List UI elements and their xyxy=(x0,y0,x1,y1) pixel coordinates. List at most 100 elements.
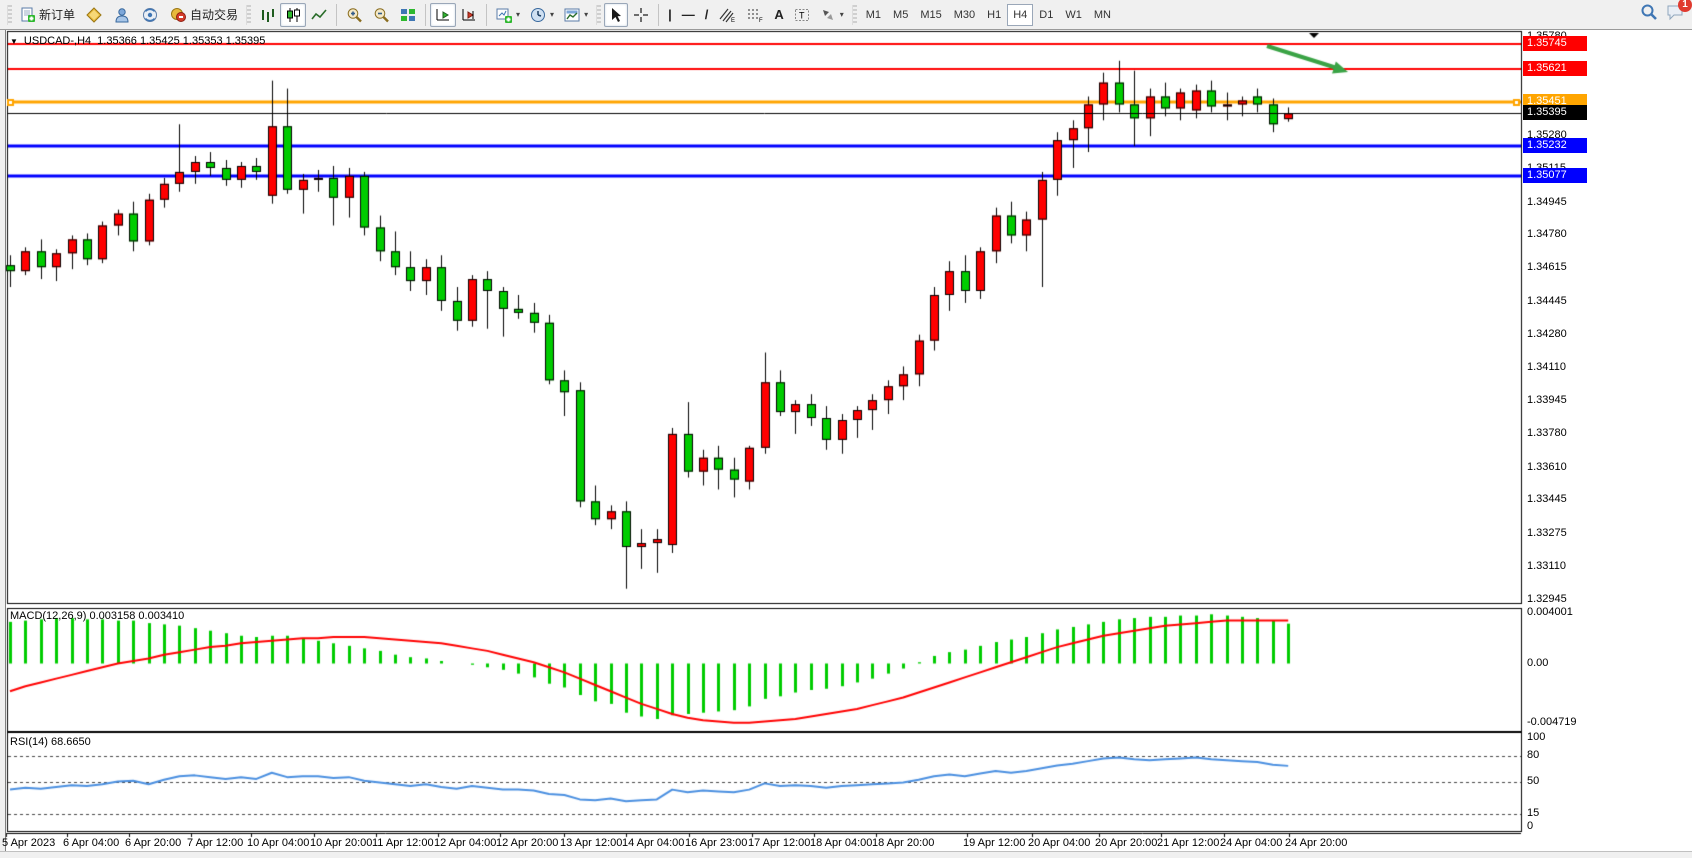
algo-trading-icon xyxy=(169,7,187,23)
navigator-button[interactable] xyxy=(108,3,136,27)
rsi-axis-label: 50 xyxy=(1527,775,1540,788)
crosshair-tool-button[interactable] xyxy=(628,3,654,27)
macd-axis-label: 0.004001 xyxy=(1527,606,1573,619)
template-icon xyxy=(564,7,580,23)
price-tick-label: 1.34110 xyxy=(1527,361,1566,374)
search-icon[interactable] xyxy=(1640,3,1658,21)
time-label: 18 Apr 20:00 xyxy=(872,837,935,849)
bar-chart-icon xyxy=(259,7,275,23)
tab-timeframe-m15[interactable]: M15 xyxy=(920,8,942,21)
candlestick-chart-button[interactable] xyxy=(280,2,307,27)
tab-timeframe-h1[interactable]: H1 xyxy=(987,8,1002,21)
equidistant-channel-icon: E xyxy=(718,7,736,24)
price-level-badge: 1.35232 xyxy=(1523,137,1587,153)
toolbar-grip[interactable] xyxy=(246,4,252,25)
arrows-tool-button[interactable]: ▾ xyxy=(815,3,849,27)
status-strip xyxy=(0,851,1692,858)
tab-timeframe-w1[interactable]: W1 xyxy=(1065,8,1082,21)
time-label: 20 Apr 04:00 xyxy=(1028,837,1091,849)
time-label: 6 Apr 04:00 xyxy=(63,837,120,849)
chart-shift-button[interactable] xyxy=(456,3,482,27)
time-label: 20 Apr 20:00 xyxy=(1095,837,1158,849)
zoom-out-icon xyxy=(373,7,390,23)
tab-timeframe-m30[interactable]: M30 xyxy=(953,8,976,21)
tab-timeframe-d1[interactable]: D1 xyxy=(1039,8,1054,21)
market-watch-button[interactable] xyxy=(80,3,108,27)
chart-dropdown-icon[interactable]: ▼ xyxy=(10,36,18,46)
vertical-line-icon: | xyxy=(668,7,672,22)
new-chart-button[interactable]: ▾ xyxy=(491,3,525,27)
algo-trading-label: 自动交易 xyxy=(190,8,239,22)
templates-button[interactable]: ▾ xyxy=(559,3,593,27)
tab-timeframe-mn[interactable]: MN xyxy=(1093,8,1111,21)
trendline-icon: / xyxy=(704,7,709,22)
tab-timeframe-m5[interactable]: M5 xyxy=(893,8,909,21)
price-tick-label: 1.34280 xyxy=(1527,327,1567,340)
algo-trading-button[interactable]: 自动交易 xyxy=(164,3,243,27)
line-chart-icon xyxy=(311,7,327,23)
tab-timeframe-h4[interactable]: H4 xyxy=(1007,3,1034,26)
macd-axis-label: 0.00 xyxy=(1527,656,1549,669)
line-chart-button[interactable] xyxy=(306,3,332,27)
chart-title: ▼ USDCAD-,H4 1.35366 1.35425 1.35353 1.3… xyxy=(10,35,265,47)
price-tick-label: 1.33610 xyxy=(1527,460,1567,473)
time-label: 12 Apr 20:00 xyxy=(496,837,559,849)
time-label: 14 Apr 04:00 xyxy=(622,837,685,849)
fibonacci-tool-button[interactable]: F xyxy=(741,3,769,27)
bar-chart-button[interactable] xyxy=(254,3,280,27)
macd-axis-label: -0.004719 xyxy=(1527,716,1577,729)
toolbar-grip[interactable] xyxy=(7,4,12,25)
channel-tool-button[interactable]: E xyxy=(713,3,741,27)
new-order-button[interactable]: 新订单 xyxy=(15,3,80,27)
cursor-tool-button[interactable] xyxy=(604,2,629,27)
time-label: 24 Apr 20:00 xyxy=(1285,837,1348,849)
toolbox-button[interactable] xyxy=(136,3,164,27)
rsi-axis-label: 15 xyxy=(1527,806,1540,819)
horizontal-line-icon: — xyxy=(681,7,695,22)
notifications-button[interactable]: 1 xyxy=(1666,0,1692,21)
price-level-badge: 1.35745 xyxy=(1523,35,1587,51)
toolbar-grip[interactable] xyxy=(596,4,602,25)
price-tick-label: 1.34615 xyxy=(1527,261,1567,274)
text-label-icon: T xyxy=(794,7,810,23)
macd-indicator-label: MACD(12,26,9) 0.003158 0.003410 xyxy=(10,610,185,622)
tile-windows-button[interactable] xyxy=(395,3,421,27)
svg-text:F: F xyxy=(759,18,763,23)
toolbar-grip[interactable] xyxy=(851,4,857,25)
time-label: 17 Apr 12:00 xyxy=(748,837,811,849)
periods-button[interactable]: ▾ xyxy=(525,3,559,27)
rsi-indicator-label: RSI(14) 68.6650 xyxy=(10,736,91,748)
toolbar: 新订单 自动交易 xyxy=(0,0,1692,30)
chart-ohlc-values: 1.35366 1.35425 1.35353 1.35395 xyxy=(97,35,266,47)
price-tick-label: 1.34445 xyxy=(1527,294,1567,307)
chevron-down-icon[interactable]: ▾ xyxy=(550,10,555,19)
horizontal-line-tool-button[interactable]: — xyxy=(677,3,700,27)
chart-symbol-timeframe: USDCAD-,H4 xyxy=(23,35,92,47)
trendline-tool-button[interactable]: / xyxy=(700,3,714,27)
new-order-label: 新订单 xyxy=(39,8,76,22)
price-tick-label: 1.33445 xyxy=(1527,493,1567,506)
tile-windows-icon xyxy=(400,7,416,23)
text-label-tool-button[interactable]: T xyxy=(789,3,815,27)
chevron-down-icon[interactable]: ▾ xyxy=(516,10,521,19)
chevron-down-icon[interactable]: ▾ xyxy=(584,10,589,19)
time-label: 11 Apr 12:00 xyxy=(372,837,434,849)
zoom-out-button[interactable] xyxy=(368,3,395,27)
price-tick-label: 1.33780 xyxy=(1527,426,1567,439)
auto-scroll-button[interactable] xyxy=(430,2,457,27)
time-label: 6 Apr 20:00 xyxy=(125,837,182,849)
cursor-arrow-icon xyxy=(609,7,623,23)
tab-timeframe-m1[interactable]: M1 xyxy=(865,8,882,21)
text-tool-button[interactable]: A xyxy=(769,3,788,27)
rsi-axis-label: 0 xyxy=(1527,819,1534,832)
vertical-line-tool-button[interactable]: | xyxy=(663,3,677,27)
rsi-axis-label: 100 xyxy=(1527,730,1546,743)
zoom-in-button[interactable] xyxy=(341,3,368,27)
time-label: 21 Apr 12:00 xyxy=(1157,837,1220,849)
new-chart-icon xyxy=(496,7,513,23)
chevron-down-icon[interactable]: ▾ xyxy=(839,10,844,19)
time-label: 7 Apr 12:00 xyxy=(187,837,244,849)
time-label: 5 Apr 2023 xyxy=(2,837,56,849)
market-watch-icon xyxy=(85,6,103,23)
